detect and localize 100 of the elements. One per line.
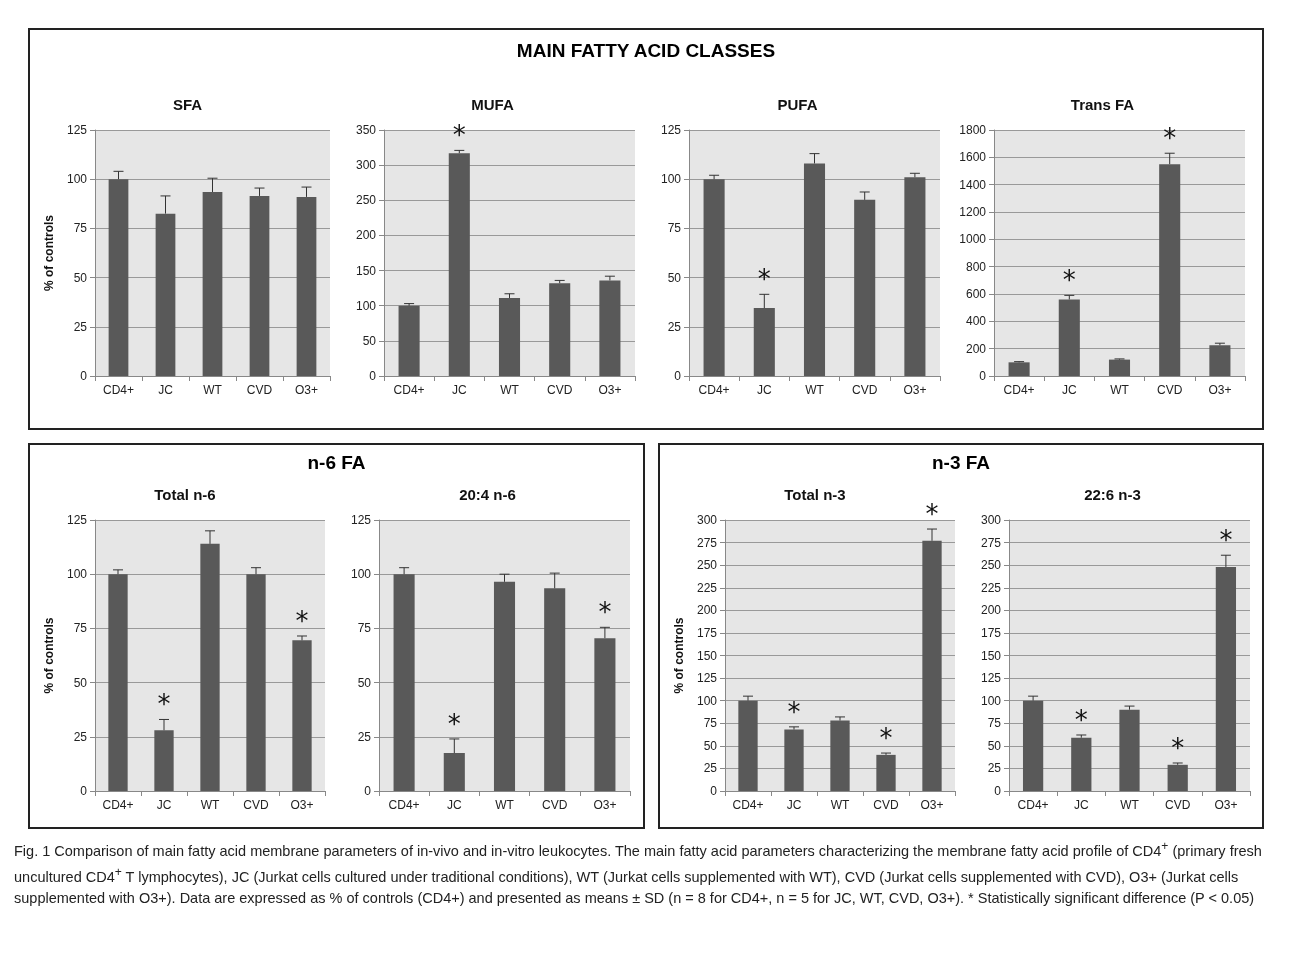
y-tick-label: 300 xyxy=(355,158,377,173)
y-tick-label: 150 xyxy=(696,648,718,663)
annotation: * xyxy=(1074,704,1088,735)
annotation: * xyxy=(295,605,309,636)
annotation: * xyxy=(1171,733,1185,763)
y-axis-title: % of controls xyxy=(42,214,56,292)
y-tick-label: 25 xyxy=(73,319,88,334)
x-tick-label: O3+ xyxy=(903,383,927,397)
y-tick-label: 0 xyxy=(710,784,718,798)
y-tick-label: 125 xyxy=(66,513,88,527)
y-tick-label: 800 xyxy=(965,259,987,274)
x-tick-label: O3+ xyxy=(290,798,314,812)
x-tick-label: CVD xyxy=(1157,383,1183,397)
y-tick-label: 200 xyxy=(980,603,1002,618)
y-tick-label: 200 xyxy=(355,228,377,243)
chart-title: Total n-6 xyxy=(154,486,216,503)
text: n-6 FA xyxy=(306,452,367,474)
x-tick-label: O3+ xyxy=(1208,383,1232,397)
x-tick-label: O3+ xyxy=(294,383,319,397)
y-tick-label: 225 xyxy=(980,580,1002,595)
y-tick-label: 25 xyxy=(357,729,372,744)
y-tick-label: 50 xyxy=(73,270,88,285)
x-tick-label: O3+ xyxy=(598,383,622,397)
y-tick-label: 50 xyxy=(73,675,88,690)
annotation: * xyxy=(1062,265,1076,296)
y-tick-label: 125 xyxy=(980,671,1002,686)
y-tick-label: 400 xyxy=(965,314,987,329)
y-tick-label: 100 xyxy=(660,172,682,187)
chart-title: SFA xyxy=(172,96,203,113)
y-tick-label: 100 xyxy=(355,298,377,313)
y-tick-label: 50 xyxy=(357,675,372,690)
chart-title: Total n-3 xyxy=(784,486,846,503)
x-tick-label: WT xyxy=(495,798,515,812)
x-tick-label: CVD xyxy=(246,383,273,397)
x-tick-label: WT xyxy=(1110,383,1130,397)
x-tick-label: CVD xyxy=(547,383,573,397)
x-tick-label: WT xyxy=(830,798,850,812)
y-tick-label: 175 xyxy=(696,625,718,640)
y-tick-label: 0 xyxy=(674,369,682,383)
y-tick-label: 300 xyxy=(980,513,1002,527)
y-tick-label: 75 xyxy=(73,621,88,636)
x-tick-label: CVD xyxy=(243,798,269,812)
y-tick-label: 75 xyxy=(357,621,372,636)
x-tick-label: JC xyxy=(1073,798,1089,812)
x-tick-label: CD4+ xyxy=(102,383,135,397)
y-tick-label: 75 xyxy=(667,221,682,236)
y-tick-label: 250 xyxy=(696,558,718,573)
x-tick-label: CD4+ xyxy=(698,383,730,397)
chart-title: MUFA xyxy=(471,96,514,113)
annotation: * xyxy=(787,696,801,727)
x-tick-label: O3+ xyxy=(1214,798,1238,812)
x-tick-label: CD4+ xyxy=(1003,383,1035,397)
y-axis-title: % of controls xyxy=(42,617,56,694)
text: MAIN FATTY ACID CLASSES xyxy=(515,40,777,62)
annotation: * xyxy=(598,597,612,628)
y-tick-label: 50 xyxy=(667,270,682,285)
y-tick-label: 275 xyxy=(980,535,1002,550)
chart-title: Trans FA xyxy=(1070,96,1135,113)
y-tick-label: 200 xyxy=(696,603,718,618)
y-axis-title: % of controls xyxy=(672,617,686,694)
x-tick-label: WT xyxy=(200,798,220,812)
annotation: * xyxy=(1163,123,1177,154)
x-tick-label: O3+ xyxy=(920,798,944,812)
y-tick-label: 100 xyxy=(66,172,88,187)
x-tick-label: JC xyxy=(158,383,174,397)
y-tick-label: 25 xyxy=(703,761,718,776)
x-tick-label: JC xyxy=(786,798,802,812)
y-tick-label: 75 xyxy=(703,716,718,731)
y-tick-label: 100 xyxy=(66,567,88,582)
x-tick-label: CD4+ xyxy=(388,798,420,812)
chart-title: 20:4 n-6 xyxy=(459,486,516,503)
y-tick-label: 100 xyxy=(696,693,718,708)
y-tick-label: 150 xyxy=(355,263,377,278)
annotation: * xyxy=(879,723,893,754)
y-tick-label: 100 xyxy=(350,567,372,582)
x-tick-label: WT xyxy=(1120,798,1140,812)
y-tick-label: 25 xyxy=(667,319,682,334)
x-tick-label: CD4+ xyxy=(393,383,425,397)
y-tick-label: 1000 xyxy=(959,232,987,247)
x-tick-label: WT xyxy=(203,383,223,397)
x-tick-label: CVD xyxy=(1165,798,1191,812)
x-tick-label: WT xyxy=(805,383,825,397)
y-tick-label: 1400 xyxy=(959,177,987,192)
y-tick-label: 1800 xyxy=(959,123,987,137)
y-tick-label: 1200 xyxy=(959,205,987,219)
y-tick-label: 275 xyxy=(696,535,718,550)
y-tick-label: 50 xyxy=(362,333,377,348)
x-tick-label: JC xyxy=(756,383,772,397)
y-tick-label: 250 xyxy=(355,193,377,208)
y-tick-label: 125 xyxy=(660,123,682,137)
x-tick-label: JC xyxy=(1061,383,1077,397)
x-tick-label: JC xyxy=(156,798,172,812)
text: Fig. 1 Comparison of main fatty acid membrane parameters of in-vivo and in-vitro leukocytes. The main fatty acid parameters characterizing the membrane fatty acid profile of CD4$^{+}$ (primary fresh uncultured CD4$^{+}$ T lymphocytes), JC (Jurkat cells cultured under traditional conditions), WT (Jurkat cells supplemented with WT), CVD (Jurkat cells supplemented with CVD), O3+ (Jurkat cells supplemented with O3+). Data are expressed as % of controls (CD4+) and presented as means ± SD (n = 8 for CD4+, n = 5 for JC, WT, CVD, O3+). * Statistically significant difference (P < 0.05) xyxy=(14,839,1262,906)
annotation: * xyxy=(925,499,939,530)
y-tick-label: 100 xyxy=(980,693,1002,708)
y-tick-label: 200 xyxy=(965,341,987,356)
y-tick-label: 350 xyxy=(355,123,377,137)
annotation: * xyxy=(447,708,461,739)
x-tick-label: CVD xyxy=(852,383,878,397)
x-tick-label: JC xyxy=(451,383,467,397)
